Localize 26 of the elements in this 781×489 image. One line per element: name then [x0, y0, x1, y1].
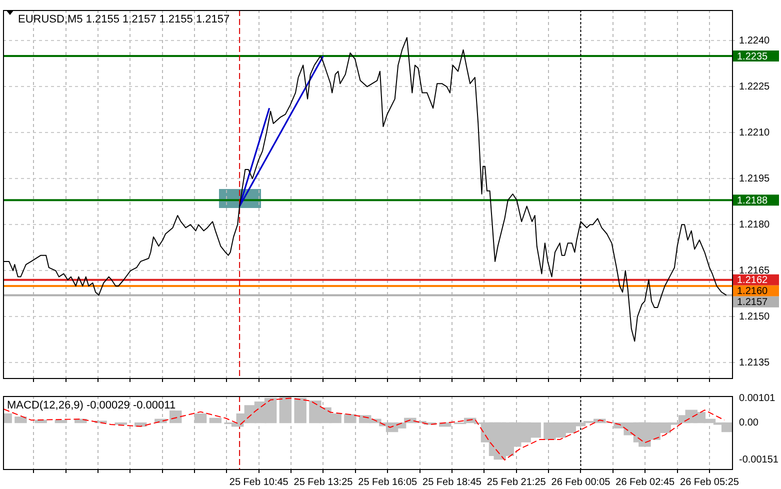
- y-tick-label: 1.2195: [739, 173, 770, 184]
- y-tick-label: 1.2225: [739, 81, 770, 92]
- ref-line-label: 1.2160: [737, 286, 768, 298]
- y-tick-label: 0.00: [739, 418, 759, 429]
- x-tick-label: 25 Feb 21:25: [486, 476, 546, 488]
- x-tick-label: 26 Feb 02:45: [616, 476, 676, 488]
- x-tick-label: 26 Feb 05:25: [680, 476, 740, 488]
- x-tick-label: 25 Feb 16:05: [358, 476, 418, 488]
- x-tick-label: 25 Feb 13:25: [294, 476, 354, 488]
- y-tick-label: 1.2150: [739, 311, 770, 322]
- x-tick-label: 25 Feb 10:45: [229, 476, 289, 488]
- y-tick-label: 1.2165: [739, 265, 770, 276]
- ref-line-label: 1.2162: [737, 275, 768, 286]
- y-tick-label: 0.00101: [739, 392, 776, 404]
- y-tick-label: 1.2180: [739, 219, 770, 230]
- x-tick-label: 25 Feb 18:45: [422, 476, 482, 488]
- chart-title: EURUSD,M5 1.2155 1.2157 1.2155 1.2157: [18, 14, 230, 26]
- ref-line-label: 1.2188: [737, 195, 768, 206]
- ref-line-label: 1.2235: [737, 51, 768, 62]
- y-tick-label: 1.2240: [739, 35, 770, 46]
- y-tick-label: 1.2210: [739, 127, 770, 138]
- x-tick-label: 26 Feb 00:05: [551, 476, 611, 488]
- y-tick-label: -0.00151: [739, 454, 779, 466]
- y-tick-label: 1.2135: [739, 357, 770, 368]
- chart-title: MACD(12,26,9) -0.00029 -0.00011: [7, 400, 176, 412]
- ref-line-label: 1.2157: [737, 297, 768, 308]
